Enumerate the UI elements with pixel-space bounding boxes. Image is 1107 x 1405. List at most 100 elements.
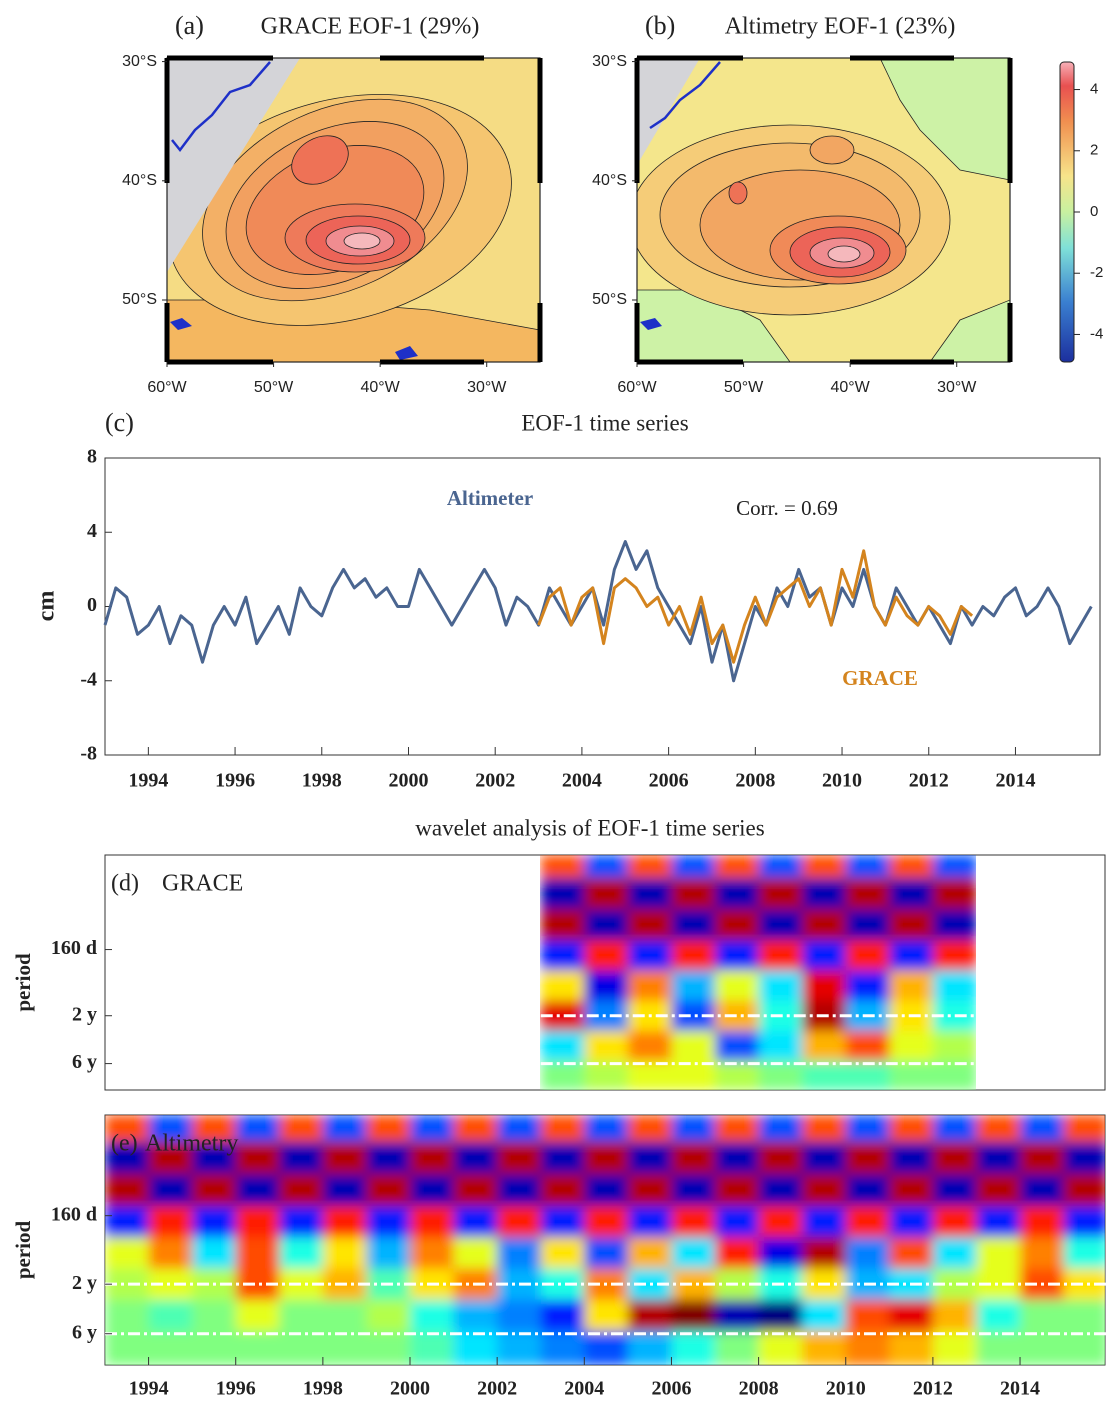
heatmap-cell [584,878,629,910]
y-axis-label: period [11,953,35,1012]
heatmap-cell [976,1237,1021,1270]
heatmap-cell [584,1141,629,1175]
heatmap-cell [932,1115,977,1143]
series-label: Altimeter [447,486,533,510]
x-tick-label: 2012 [913,1378,953,1400]
heatmap-cell [235,1237,280,1270]
heatmap-cell [715,855,760,879]
chart-title: Altimetry EOF-1 (23%) [725,14,956,40]
heatmap-cell [105,1237,150,1270]
heatmap-cell [192,1237,237,1270]
heatmap-cells [540,855,976,1090]
heatmap-cell [235,1299,280,1332]
heatmap-cell [932,1030,976,1062]
heatmap-cell [671,1061,716,1090]
x-tick-label: 40°W [360,379,400,396]
y-tick-label: 4 [87,520,97,542]
chart-title: wavelet analysis of EOF-1 time series [415,815,764,840]
heatmap-cell [715,878,760,910]
x-tick-label: 2008 [739,1378,779,1400]
heatmap-cell [279,1299,324,1332]
heatmap-cell [802,1331,847,1365]
heatmap-cell [540,855,585,879]
series-line [537,549,974,664]
heatmap-cell [627,1141,672,1175]
heatmap-cell [192,1299,237,1332]
heatmap-cell [627,1299,672,1332]
heatmap-cell [889,1173,934,1207]
heatmap-cell [758,909,803,941]
heatmap-cell [802,1206,847,1238]
heatmap-cell [540,1061,585,1090]
chart-title: EOF-1 time series [521,410,688,435]
heatmap-cell [671,909,716,941]
heatmap-cell [410,1331,455,1365]
x-tick-label: 50°W [724,379,764,396]
heatmap-cell [932,1206,977,1238]
heatmap-cell [715,1237,760,1270]
heatmap-cell [540,940,585,971]
heatmap-cell [627,970,672,1002]
colorbar-tick-label: 4 [1090,81,1098,98]
heatmap-cell [715,1061,760,1090]
heatmap-cell [1063,1206,1105,1238]
x-tick-label: 2014 [1000,1378,1040,1400]
heatmap-cell [802,1141,847,1175]
heatmap-cell [715,1206,760,1238]
map-frame [636,57,1011,363]
heatmap-cell [148,1237,193,1270]
heatmap-cell [671,1141,716,1175]
heatmap-cell [802,909,847,941]
panel-label: (d) [111,871,139,897]
heatmap-cell [802,940,847,971]
annotation: Corr. = 0.69 [736,496,838,520]
x-tick-label: 1996 [215,770,255,792]
chart-title: GRACE EOF-1 (29%) [261,14,480,40]
heatmap-cell [1020,1173,1065,1207]
heatmap-cell [845,1141,890,1175]
y-axis-label: period [11,1221,35,1280]
heatmap-cell [584,940,629,971]
heatmap-cell [932,1061,976,1090]
x-tick-label: 2002 [477,1378,517,1400]
heatmap-cell [322,1206,367,1238]
heatmap-cell [584,970,629,1002]
heatmap-cell [627,878,672,910]
heatmap-cell [889,1030,934,1062]
x-tick-label: 2014 [995,770,1035,792]
heatmap-cell [932,1237,977,1270]
x-tick-label: 2000 [390,1378,430,1400]
heatmap-cell [105,1331,150,1365]
heatmap-cell [889,909,934,941]
heatmap-cell [758,1331,803,1365]
heatmap-cell [366,1237,411,1270]
heatmap-cell [758,1237,803,1270]
heatmap-cell [105,1173,150,1207]
heatmap-cell [453,1206,498,1238]
heatmap-cell [932,1141,977,1175]
heatmap-cell [540,1206,585,1238]
heatmap-cell [802,1030,847,1062]
heatmap-cell [279,1115,324,1143]
heatmap-cell [453,1173,498,1207]
x-tick-label: 1998 [302,770,342,792]
heatmap-cell [148,1299,193,1332]
heatmap-cell [671,1206,716,1238]
heatmap-cell [235,1173,280,1207]
heatmap-cell [1063,1173,1105,1207]
heatmap-cell [235,1206,280,1238]
heatmap-cell [671,1115,716,1143]
x-tick-label: 1994 [129,1378,169,1400]
heatmap-cell [584,1331,629,1365]
heatmap-cell [845,1115,890,1143]
heatmap-cell [279,1173,324,1207]
y-tick-label: 6 y [72,1051,97,1073]
panel-sublabel: Altimetry [145,1131,238,1157]
heatmap-cell [845,970,890,1002]
y-tick-label: 40°S [592,172,627,189]
heatmap-cell [540,1030,585,1062]
colorbar-tick-label: -2 [1090,264,1103,281]
panel-label: (c) [105,408,134,437]
colorbar-tick-label: 0 [1090,203,1098,220]
